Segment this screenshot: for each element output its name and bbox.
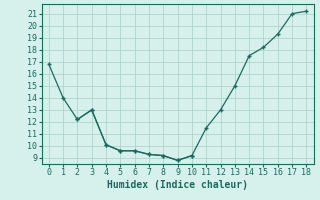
X-axis label: Humidex (Indice chaleur): Humidex (Indice chaleur): [107, 180, 248, 190]
